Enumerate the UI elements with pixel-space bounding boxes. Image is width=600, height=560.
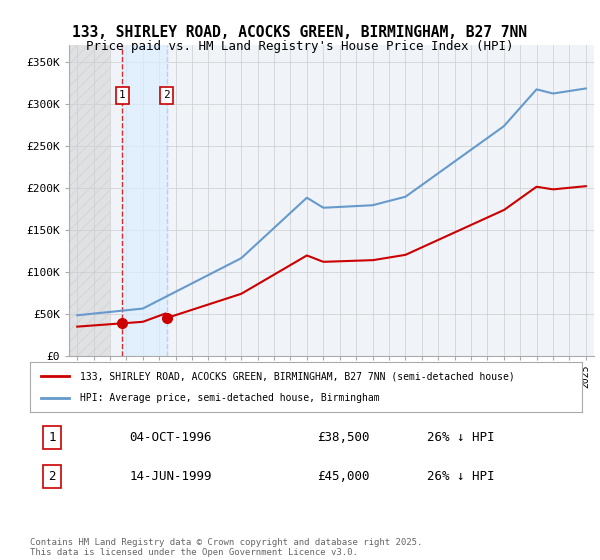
Text: 26% ↓ HPI: 26% ↓ HPI (427, 431, 495, 444)
Text: Price paid vs. HM Land Registry's House Price Index (HPI): Price paid vs. HM Land Registry's House … (86, 40, 514, 53)
Text: 14-JUN-1999: 14-JUN-1999 (130, 470, 212, 483)
Bar (69, 45, 110, 356)
Text: 1: 1 (119, 90, 125, 100)
Text: £45,000: £45,000 (317, 470, 370, 483)
Text: 1: 1 (49, 431, 56, 444)
Text: Contains HM Land Registry data © Crown copyright and database right 2025.
This d: Contains HM Land Registry data © Crown c… (30, 538, 422, 557)
Bar (122, 45, 167, 356)
Text: £38,500: £38,500 (317, 431, 370, 444)
Text: 133, SHIRLEY ROAD, ACOCKS GREEN, BIRMINGHAM, B27 7NN (semi-detached house): 133, SHIRLEY ROAD, ACOCKS GREEN, BIRMING… (80, 371, 514, 381)
Text: 2: 2 (49, 470, 56, 483)
Text: 04-OCT-1996: 04-OCT-1996 (130, 431, 212, 444)
Text: 26% ↓ HPI: 26% ↓ HPI (427, 470, 495, 483)
Text: 2: 2 (163, 90, 170, 100)
Text: HPI: Average price, semi-detached house, Birmingham: HPI: Average price, semi-detached house,… (80, 393, 379, 403)
Text: 133, SHIRLEY ROAD, ACOCKS GREEN, BIRMINGHAM, B27 7NN: 133, SHIRLEY ROAD, ACOCKS GREEN, BIRMING… (73, 25, 527, 40)
